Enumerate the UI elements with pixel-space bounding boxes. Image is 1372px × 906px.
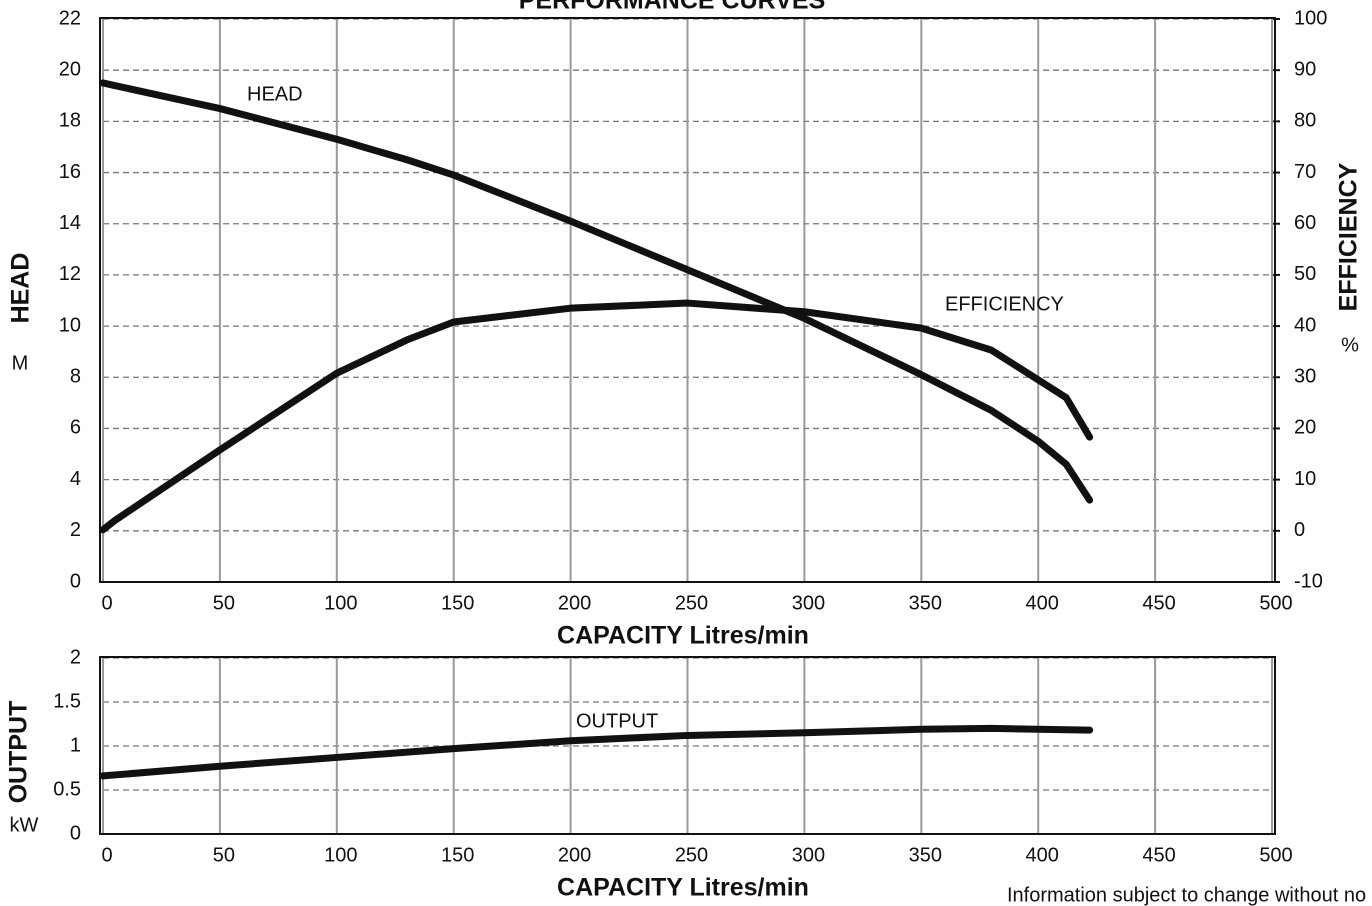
y-tick-label: 1 bbox=[70, 734, 81, 756]
x-tick-label: 300 bbox=[792, 844, 825, 866]
x-tick-label: 0 bbox=[101, 844, 112, 866]
y-axis-label: HEAD bbox=[7, 253, 35, 324]
x-tick-label: 400 bbox=[1026, 844, 1059, 866]
y2-axis-label: EFFICIENCY bbox=[1335, 162, 1363, 311]
series-label: EFFICIENCY bbox=[945, 293, 1064, 315]
plot-frame bbox=[99, 656, 1276, 835]
y-tick-label: 16 bbox=[59, 161, 81, 183]
y2-tick-label: 30 bbox=[1294, 366, 1316, 388]
x-tick-label: 100 bbox=[324, 592, 357, 614]
y2-tick-label: -10 bbox=[1294, 570, 1323, 592]
x-tick-label: 50 bbox=[213, 844, 235, 866]
y-tick-label: 10 bbox=[59, 314, 81, 336]
y-tick-label: 14 bbox=[59, 212, 81, 234]
series-label: HEAD bbox=[247, 83, 303, 105]
y-tick-label: 6 bbox=[70, 417, 81, 439]
x-axis-label: CAPACITY Litres/min bbox=[557, 874, 809, 902]
y-tick-label: 0.5 bbox=[53, 778, 81, 800]
y-tick-label: 0 bbox=[70, 822, 81, 844]
y-tick-label: 2 bbox=[70, 519, 81, 541]
x-tick-label: 200 bbox=[558, 844, 591, 866]
x-tick-label: 250 bbox=[675, 844, 708, 866]
y2-tick-label: 10 bbox=[1294, 468, 1316, 490]
x-tick-label: 500 bbox=[1259, 592, 1292, 614]
y-tick-label: 4 bbox=[70, 468, 81, 490]
x-tick-label: 200 bbox=[558, 592, 591, 614]
y2-tick-label: 50 bbox=[1294, 263, 1316, 285]
y-axis-label: OUTPUT bbox=[5, 701, 33, 804]
x-tick-label: 300 bbox=[792, 592, 825, 614]
series-label: OUTPUT bbox=[576, 710, 658, 732]
y-tick-label: 1.5 bbox=[53, 690, 81, 712]
x-tick-label: 350 bbox=[909, 844, 942, 866]
x-tick-label: 500 bbox=[1259, 844, 1292, 866]
x-tick-label: 50 bbox=[213, 592, 235, 614]
x-tick-label: 450 bbox=[1142, 844, 1175, 866]
y2-tick-label: 100 bbox=[1294, 7, 1327, 29]
y-tick-label: 2 bbox=[70, 646, 81, 668]
curve bbox=[99, 724, 1094, 780]
x-tick-label: 150 bbox=[441, 592, 474, 614]
y2-tick-label: 20 bbox=[1294, 417, 1316, 439]
curve bbox=[99, 79, 1094, 504]
plot-frame bbox=[99, 17, 1276, 583]
y-tick-label: 22 bbox=[59, 7, 81, 29]
chart-title: PERFORMANCE CURVES bbox=[519, 0, 826, 15]
y2-tick-label: 70 bbox=[1294, 161, 1316, 183]
y-axis-unit: M bbox=[12, 352, 29, 374]
y-tick-label: 20 bbox=[59, 58, 81, 80]
x-tick-label: 400 bbox=[1026, 592, 1059, 614]
x-tick-label: 250 bbox=[675, 592, 708, 614]
curve bbox=[99, 299, 1094, 534]
y2-tick-label: 90 bbox=[1294, 58, 1316, 80]
y2-tick-label: 60 bbox=[1294, 212, 1316, 234]
y-tick-label: 0 bbox=[70, 570, 81, 592]
y2-tick-label: 0 bbox=[1294, 519, 1305, 541]
y2-axis-unit: % bbox=[1341, 334, 1359, 356]
x-tick-label: 450 bbox=[1142, 592, 1175, 614]
y-tick-label: 8 bbox=[70, 366, 81, 388]
y-tick-label: 12 bbox=[59, 263, 81, 285]
y2-tick-label: 40 bbox=[1294, 314, 1316, 336]
x-tick-label: 350 bbox=[909, 592, 942, 614]
x-tick-label: 150 bbox=[441, 844, 474, 866]
x-tick-label: 100 bbox=[324, 844, 357, 866]
y-tick-label: 18 bbox=[59, 110, 81, 132]
x-tick-label: 0 bbox=[101, 592, 112, 614]
y-axis-unit: kW bbox=[10, 814, 39, 836]
footnote: Information subject to change without no bbox=[1007, 884, 1366, 906]
y2-tick-label: 80 bbox=[1294, 110, 1316, 132]
x-axis-label: CAPACITY Litres/min bbox=[557, 622, 809, 650]
